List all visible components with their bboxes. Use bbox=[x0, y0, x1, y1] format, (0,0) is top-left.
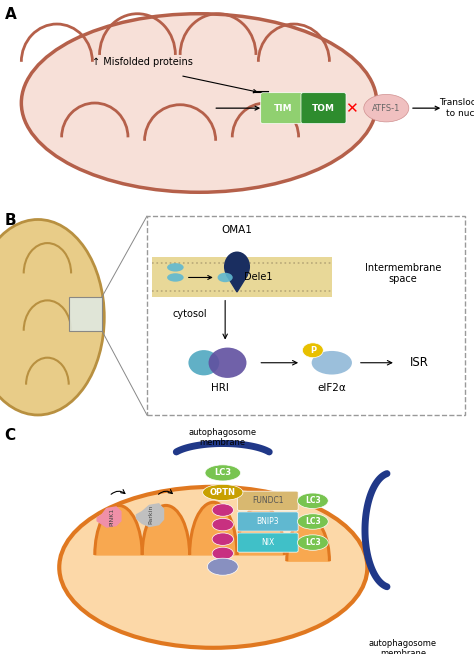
Ellipse shape bbox=[205, 465, 241, 481]
Text: Translocation
to nucleus: Translocation to nucleus bbox=[439, 99, 474, 118]
Bar bbox=[152, 256, 332, 297]
Text: Intermembrane
space: Intermembrane space bbox=[365, 263, 441, 284]
Ellipse shape bbox=[298, 535, 328, 550]
Text: NIX: NIX bbox=[261, 538, 274, 547]
Text: Parkin: Parkin bbox=[148, 505, 153, 525]
Text: Dele1: Dele1 bbox=[244, 273, 273, 283]
Text: C: C bbox=[5, 428, 16, 443]
Ellipse shape bbox=[312, 351, 352, 375]
Polygon shape bbox=[142, 506, 190, 555]
FancyBboxPatch shape bbox=[301, 93, 346, 124]
FancyBboxPatch shape bbox=[237, 491, 298, 510]
Ellipse shape bbox=[167, 263, 184, 271]
Text: BNIP3: BNIP3 bbox=[256, 517, 279, 526]
Ellipse shape bbox=[188, 350, 219, 375]
Text: LC3: LC3 bbox=[305, 538, 321, 547]
Text: HRI: HRI bbox=[211, 383, 229, 393]
Text: ✕: ✕ bbox=[346, 101, 358, 116]
Text: cytosol: cytosol bbox=[172, 309, 207, 319]
Text: PINK1: PINK1 bbox=[109, 508, 114, 526]
Bar bbox=[147, 216, 465, 415]
Text: FUNDC1: FUNDC1 bbox=[252, 496, 283, 506]
Text: OMA1: OMA1 bbox=[221, 224, 253, 235]
Text: ATFS-1: ATFS-1 bbox=[372, 103, 401, 112]
Ellipse shape bbox=[224, 252, 250, 282]
Text: TIM: TIM bbox=[274, 103, 292, 112]
Ellipse shape bbox=[203, 485, 243, 500]
FancyBboxPatch shape bbox=[261, 93, 306, 124]
Ellipse shape bbox=[212, 533, 233, 545]
Text: ↑ Misfolded proteins: ↑ Misfolded proteins bbox=[92, 57, 192, 67]
Ellipse shape bbox=[0, 220, 104, 415]
Text: TOM: TOM bbox=[312, 103, 335, 112]
Text: LC3: LC3 bbox=[305, 517, 321, 526]
Text: P: P bbox=[310, 346, 316, 354]
FancyBboxPatch shape bbox=[237, 512, 298, 531]
Ellipse shape bbox=[59, 487, 367, 648]
Circle shape bbox=[302, 343, 323, 358]
Text: autophagosome
membrane: autophagosome membrane bbox=[369, 638, 437, 654]
Ellipse shape bbox=[364, 94, 409, 122]
Text: B: B bbox=[5, 213, 17, 228]
Ellipse shape bbox=[21, 14, 377, 192]
Bar bbox=[69, 297, 102, 331]
FancyBboxPatch shape bbox=[237, 533, 298, 552]
Text: LC3: LC3 bbox=[305, 496, 321, 506]
Ellipse shape bbox=[212, 504, 233, 516]
Polygon shape bbox=[237, 506, 284, 555]
Ellipse shape bbox=[212, 519, 233, 531]
Text: LC3: LC3 bbox=[214, 468, 231, 477]
Polygon shape bbox=[190, 502, 237, 555]
Text: autophagosome
membrane: autophagosome membrane bbox=[189, 428, 257, 447]
Ellipse shape bbox=[212, 547, 233, 560]
Ellipse shape bbox=[298, 514, 328, 529]
Ellipse shape bbox=[298, 493, 328, 509]
Text: A: A bbox=[5, 7, 17, 22]
Polygon shape bbox=[287, 518, 329, 561]
Polygon shape bbox=[97, 507, 121, 527]
Text: OPTN: OPTN bbox=[210, 488, 236, 497]
Text: ISR: ISR bbox=[410, 356, 429, 370]
Polygon shape bbox=[137, 504, 164, 526]
Ellipse shape bbox=[208, 559, 238, 576]
Ellipse shape bbox=[209, 347, 246, 378]
Text: eIF2α: eIF2α bbox=[318, 383, 346, 393]
Ellipse shape bbox=[218, 273, 233, 282]
Polygon shape bbox=[227, 275, 247, 292]
Ellipse shape bbox=[167, 273, 184, 282]
Polygon shape bbox=[95, 506, 142, 555]
